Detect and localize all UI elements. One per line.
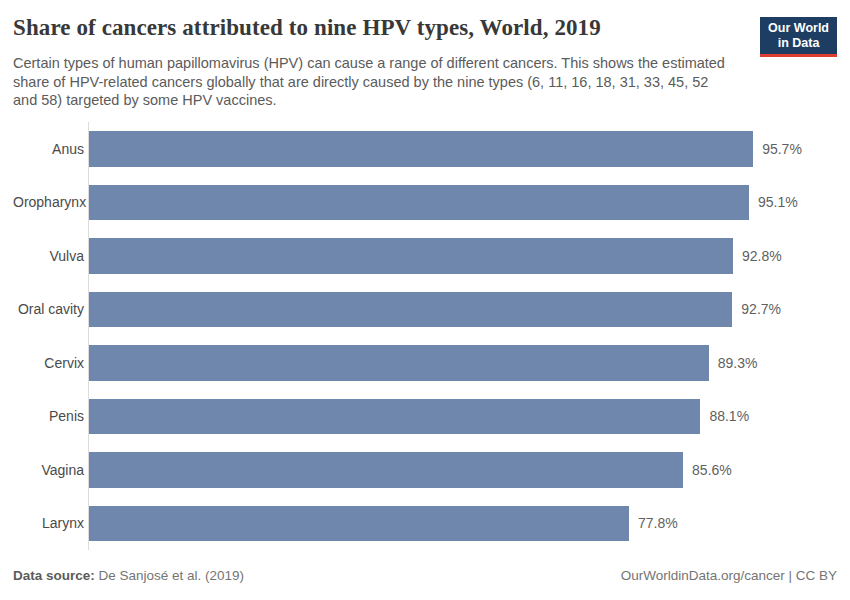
- bar-value-label: 95.7%: [762, 141, 802, 157]
- attribution-note: OurWorldinData.org/cancer | CC BY: [621, 568, 837, 583]
- chart-title: Share of cancers attributed to nine HPV …: [13, 15, 753, 41]
- category-label: Vulva: [13, 248, 88, 264]
- owid-logo[interactable]: Our World in Data: [760, 17, 837, 57]
- bar-value-label: 92.7%: [741, 301, 781, 317]
- bar-plot-area: 89.3%: [88, 336, 850, 390]
- data-source-value: De Sanjosé et al. (2019): [95, 568, 244, 583]
- category-label: Cervix: [13, 355, 88, 371]
- data-source-note: Data source: De Sanjosé et al. (2019): [13, 568, 244, 583]
- bar-row: Cervix 89.3%: [13, 336, 850, 390]
- bar-plot-area: 92.8%: [88, 229, 850, 283]
- bar[interactable]: [89, 506, 629, 542]
- bar-value-label: 92.8%: [742, 248, 782, 264]
- bar[interactable]: [89, 292, 732, 328]
- data-source-label: Data source:: [13, 568, 95, 583]
- category-label: Larynx: [13, 515, 88, 531]
- bar-plot-area: 92.7%: [88, 283, 850, 337]
- bar-plot-area: 95.1%: [88, 176, 850, 230]
- bar[interactable]: [89, 131, 753, 167]
- owid-logo-line2: in Data: [768, 36, 829, 51]
- bar-value-label: 77.8%: [638, 515, 678, 531]
- bar-value-label: 88.1%: [709, 408, 749, 424]
- chart-subtitle: Certain types of human papillomavirus (H…: [13, 54, 803, 110]
- bar-plot-area: 95.7%: [88, 122, 850, 176]
- bar[interactable]: [89, 238, 733, 274]
- bar-row: Penis 88.1%: [13, 390, 850, 444]
- bar-row: Oral cavity 92.7%: [13, 283, 850, 337]
- bar-value-label: 95.1%: [758, 194, 798, 210]
- category-label: Anus: [13, 141, 88, 157]
- chart-page: Share of cancers attributed to nine HPV …: [0, 0, 850, 600]
- owid-logo-line1: Our World: [768, 21, 829, 36]
- bar-row: Anus 95.7%: [13, 122, 850, 176]
- category-label: Oropharynx: [13, 194, 88, 210]
- bar-chart: Anus 95.7% Oropharynx 95.1% Vulva 92.8% …: [13, 122, 850, 550]
- bar-row: Larynx 77.8%: [13, 497, 850, 551]
- bar[interactable]: [89, 399, 700, 435]
- bar-row: Vulva 92.8%: [13, 229, 850, 283]
- subtitle-line: Certain types of human papillomavirus (H…: [13, 54, 803, 73]
- subtitle-line: and 58) targeted by some HPV vaccines.: [13, 91, 803, 110]
- bar-plot-area: 88.1%: [88, 390, 850, 444]
- bar-value-label: 89.3%: [718, 355, 758, 371]
- bar-row: Vagina 85.6%: [13, 443, 850, 497]
- bar-value-label: 85.6%: [692, 462, 732, 478]
- category-label: Penis: [13, 408, 88, 424]
- chart-footer: Data source: De Sanjosé et al. (2019) Ou…: [13, 568, 837, 583]
- bar-row: Oropharynx 95.1%: [13, 176, 850, 230]
- bar[interactable]: [89, 452, 683, 488]
- category-label: Vagina: [13, 462, 88, 478]
- bar-plot-area: 85.6%: [88, 443, 850, 497]
- subtitle-line: share of HPV-related cancers globally th…: [13, 73, 803, 92]
- bar[interactable]: [89, 345, 709, 381]
- category-label: Oral cavity: [13, 301, 88, 317]
- bar[interactable]: [89, 185, 749, 221]
- bar-plot-area: 77.8%: [88, 497, 850, 551]
